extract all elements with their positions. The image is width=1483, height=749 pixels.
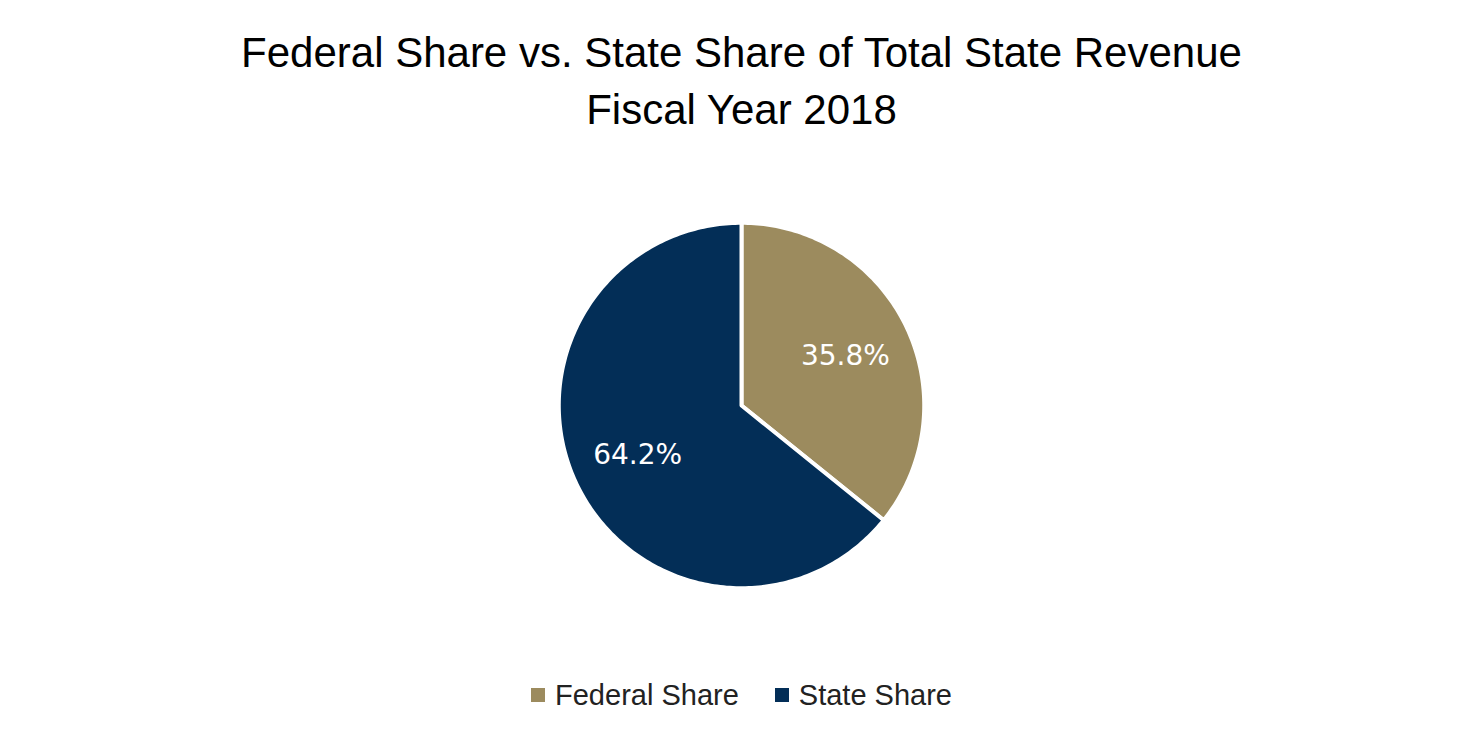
svg-text:64.2%: 64.2% (593, 438, 682, 471)
svg-text:35.8%: 35.8% (801, 339, 890, 372)
html-text:Federal Share: Federal Share (555, 679, 739, 711)
html-text:Fiscal Year 2018: Fiscal Year 2018 (586, 86, 897, 133)
html-text:State Share: State Share (798, 679, 952, 711)
html-text:Federal Share vs. State Share: Federal Share vs. State Share of Total S… (241, 29, 1242, 76)
